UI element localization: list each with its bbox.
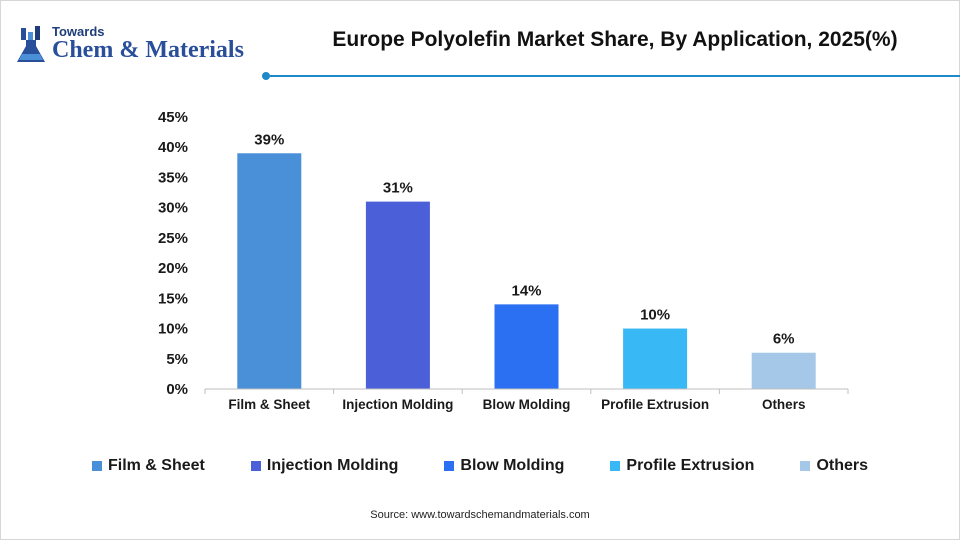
x-tick-label: Blow Molding [483,397,571,412]
data-label: 31% [383,180,413,197]
bar [623,328,688,389]
data-label: 10% [640,307,670,324]
bar-chart: 0% 5% 10% 15% 20% 25% 30% 35% 40% 45% 39% Film & Sh… [158,109,849,412]
y-tick-label: 5% [166,351,188,368]
y-tick-label: 25% [158,230,188,247]
y-tick-label: 30% [158,200,188,217]
title-underline [262,72,960,80]
chart-legend: Film & Sheet Injection Molding Blow Moldin… [0,455,960,477]
legend-item: Profile Extrusion [610,455,754,477]
legend-item: Others [800,455,868,477]
x-tick-label: Others [762,397,806,412]
legend-swatch [250,461,261,471]
bar [751,352,816,389]
bar [494,304,559,389]
flask-icon [17,26,45,62]
data-label: 39% [254,131,284,148]
y-tick-label: 20% [158,260,188,277]
y-tick-label: 10% [158,321,188,338]
legend-swatch [91,461,102,471]
brand-logo: Towards Chem & Materials [14,24,254,68]
legend-item: Injection Molding [250,455,399,477]
y-tick-label: 40% [158,139,188,156]
legend-swatch [610,461,621,471]
legend-label: Film & Sheet [107,457,205,474]
legend-swatch [800,461,811,471]
legend-item: Blow Molding [444,455,564,477]
legend-label: Injection Molding [266,457,399,474]
y-tick-label: 45% [158,109,188,126]
legend-item: Film & Sheet [91,455,205,477]
brand-line1: Towards [52,24,105,39]
data-label: 14% [511,282,541,299]
chart-title: Europe Polyolefin Market Share, By Appli… [332,28,898,51]
x-tick-label: Film & Sheet [228,397,310,412]
x-tick-label: Injection Molding [342,397,453,412]
data-label: 6% [773,331,795,348]
legend-label: Profile Extrusion [626,457,755,474]
y-tick-label: 0% [166,381,188,398]
bar [237,153,302,389]
source-note: Source: www.towardschemandmaterials.com [370,509,590,521]
x-tick-label: Profile Extrusion [601,397,709,412]
y-tick-label: 15% [158,290,188,307]
legend-label: Blow Molding [460,457,565,474]
y-tick-label: 35% [158,169,188,186]
brand-line2: Chem & Materials [52,37,244,63]
bar [365,201,430,389]
legend-swatch [444,461,455,471]
legend-label: Others [816,457,869,474]
